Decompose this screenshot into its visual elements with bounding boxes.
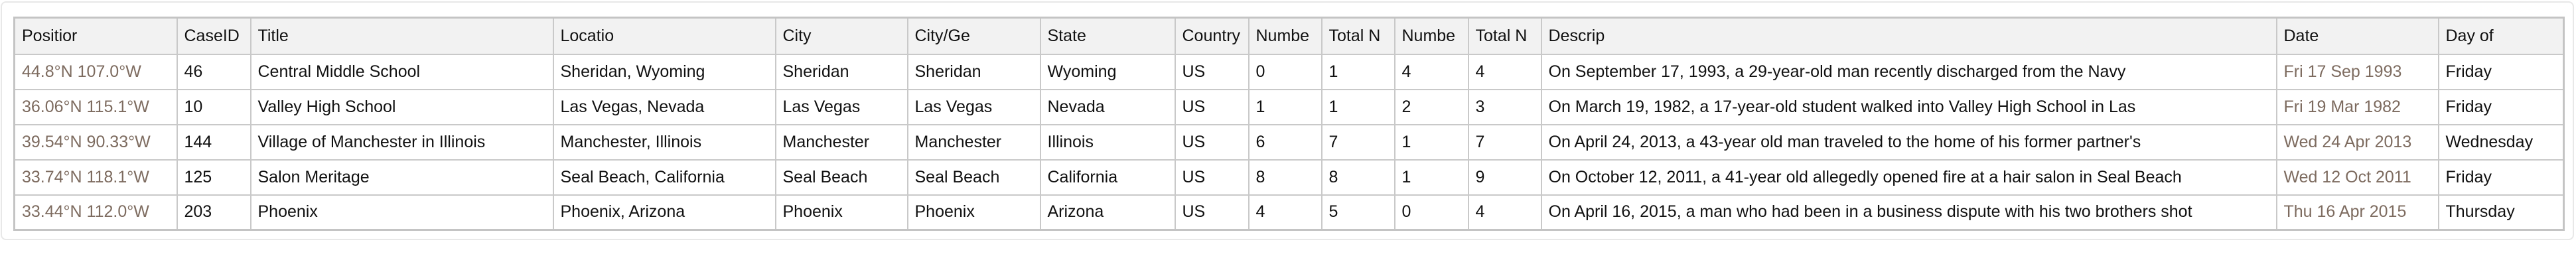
table-row: 33.44°N 112.0°W 203 Phoenix Phoenix, Arizon… bbox=[13, 194, 2565, 231]
cell-number-1: 0 bbox=[1248, 53, 1323, 90]
cell-state: Illinois bbox=[1039, 123, 1176, 161]
cell-number-2: 2 bbox=[1394, 88, 1469, 125]
cell-title: Village of Manchester in Illinois bbox=[250, 123, 554, 161]
cell-total-n-2: 4 bbox=[1467, 53, 1542, 90]
cell-city-geo: Seal Beach bbox=[906, 159, 1041, 196]
cell-city-geo: Manchester bbox=[906, 123, 1041, 161]
cell-description: On September 17, 1993, a 29-year-old man… bbox=[1540, 53, 2277, 90]
cell-total-n-1: 1 bbox=[1321, 53, 1395, 90]
cell-number-2: 1 bbox=[1394, 159, 1469, 196]
cell-number-2: 4 bbox=[1394, 53, 1469, 90]
cell-city-geo: Phoenix bbox=[906, 194, 1041, 231]
cell-position[interactable]: 39.54°N 90.33°W bbox=[13, 123, 178, 161]
cell-location: Sheridan, Wyoming bbox=[552, 53, 776, 90]
column-header-state[interactable]: State bbox=[1039, 17, 1176, 55]
cell-number-1: 8 bbox=[1248, 159, 1323, 196]
cell-location: Manchester, Illinois bbox=[552, 123, 776, 161]
cell-case-id: 46 bbox=[176, 53, 251, 90]
cell-case-id: 144 bbox=[176, 123, 251, 161]
cell-case-id: 203 bbox=[176, 194, 251, 231]
cell-country: US bbox=[1174, 159, 1250, 196]
cell-location: Las Vegas, Nevada bbox=[552, 88, 776, 125]
table-row: 39.54°N 90.33°W 144 Village of Manchester … bbox=[13, 123, 2565, 161]
cell-day-of-week: Friday bbox=[2437, 159, 2565, 196]
cell-number-1: 1 bbox=[1248, 88, 1323, 125]
cell-position[interactable]: 36.06°N 115.1°W bbox=[13, 88, 178, 125]
table-row: 33.74°N 118.1°W 125 Salon Meritage Seal Bea… bbox=[13, 159, 2565, 196]
column-header-number-2[interactable]: Numbe bbox=[1394, 17, 1469, 55]
cell-description: On March 19, 1982, a 17-year-old student… bbox=[1540, 88, 2277, 125]
cell-day-of-week: Wednesday bbox=[2437, 123, 2565, 161]
cell-state: Arizona bbox=[1039, 194, 1176, 231]
cell-title: Salon Meritage bbox=[250, 159, 554, 196]
cell-description: On April 24, 2013, a 43-year old man tra… bbox=[1540, 123, 2277, 161]
cell-position[interactable]: 44.8°N 107.0°W bbox=[13, 53, 178, 90]
column-header-date[interactable]: Date bbox=[2275, 17, 2439, 55]
cell-state: California bbox=[1039, 159, 1176, 196]
cell-country: US bbox=[1174, 88, 1250, 125]
cell-description: On October 12, 2011, a 41-year old alleg… bbox=[1540, 159, 2277, 196]
cell-total-n-1: 7 bbox=[1321, 123, 1395, 161]
cell-date[interactable]: Fri 17 Sep 1993 bbox=[2275, 53, 2439, 90]
table-row: 36.06°N 115.1°W 10 Valley High School Las V… bbox=[13, 88, 2565, 125]
cell-total-n-1: 1 bbox=[1321, 88, 1395, 125]
cell-location: Seal Beach, California bbox=[552, 159, 776, 196]
cell-case-id: 125 bbox=[176, 159, 251, 196]
column-header-description[interactable]: Descrip bbox=[1540, 17, 2277, 55]
column-header-total-n-1[interactable]: Total N bbox=[1321, 17, 1395, 55]
cell-city-geo: Las Vegas bbox=[906, 88, 1041, 125]
cell-state: Wyoming bbox=[1039, 53, 1176, 90]
cell-position[interactable]: 33.74°N 118.1°W bbox=[13, 159, 178, 196]
cell-title: Central Middle School bbox=[250, 53, 554, 90]
data-table: Positior CaseID Title Locatio City City/Ge Sta… bbox=[13, 17, 2565, 231]
cell-location: Phoenix, Arizona bbox=[552, 194, 776, 231]
cell-title: Phoenix bbox=[250, 194, 554, 231]
cell-date[interactable]: Thu 16 Apr 2015 bbox=[2275, 194, 2439, 231]
column-header-title[interactable]: Title bbox=[250, 17, 554, 55]
table-row: 44.8°N 107.0°W 46 Central Middle School She… bbox=[13, 53, 2565, 90]
cell-total-n-1: 5 bbox=[1321, 194, 1395, 231]
cell-city: Las Vegas bbox=[774, 88, 908, 125]
column-header-location[interactable]: Locatio bbox=[552, 17, 776, 55]
cell-day-of-week: Thursday bbox=[2437, 194, 2565, 231]
cell-total-n-2: 7 bbox=[1467, 123, 1542, 161]
cell-city-geo: Sheridan bbox=[906, 53, 1041, 90]
cell-day-of-week: Friday bbox=[2437, 88, 2565, 125]
cell-case-id: 10 bbox=[176, 88, 251, 125]
column-header-position[interactable]: Positior bbox=[13, 17, 178, 55]
cell-country: US bbox=[1174, 194, 1250, 231]
cell-title: Valley High School bbox=[250, 88, 554, 125]
cell-number-2: 1 bbox=[1394, 123, 1469, 161]
cell-date[interactable]: Wed 24 Apr 2013 bbox=[2275, 123, 2439, 161]
column-header-day-of-week[interactable]: Day of bbox=[2437, 17, 2565, 55]
cell-description: On April 16, 2015, a man who had been in… bbox=[1540, 194, 2277, 231]
cell-total-n-2: 9 bbox=[1467, 159, 1542, 196]
cell-number-1: 4 bbox=[1248, 194, 1323, 231]
column-header-total-n-2[interactable]: Total N bbox=[1467, 17, 1542, 55]
cell-country: US bbox=[1174, 123, 1250, 161]
column-header-number-1[interactable]: Numbe bbox=[1248, 17, 1323, 55]
cell-position[interactable]: 33.44°N 112.0°W bbox=[13, 194, 178, 231]
cell-state: Nevada bbox=[1039, 88, 1176, 125]
column-header-case-id[interactable]: CaseID bbox=[176, 17, 251, 55]
cell-number-2: 0 bbox=[1394, 194, 1469, 231]
cell-date[interactable]: Wed 12 Oct 2011 bbox=[2275, 159, 2439, 196]
column-header-city[interactable]: City bbox=[774, 17, 908, 55]
cell-city: Phoenix bbox=[774, 194, 908, 231]
cell-city: Seal Beach bbox=[774, 159, 908, 196]
cell-total-n-2: 4 bbox=[1467, 194, 1542, 231]
cell-city: Manchester bbox=[774, 123, 908, 161]
cell-total-n-2: 3 bbox=[1467, 88, 1542, 125]
cell-day-of-week: Friday bbox=[2437, 53, 2565, 90]
header-row: Positior CaseID Title Locatio City City/Ge Sta… bbox=[13, 17, 2565, 55]
cell-country: US bbox=[1174, 53, 1250, 90]
cell-city: Sheridan bbox=[774, 53, 908, 90]
cell-number-1: 6 bbox=[1248, 123, 1323, 161]
cell-total-n-1: 8 bbox=[1321, 159, 1395, 196]
cell-date[interactable]: Fri 19 Mar 1982 bbox=[2275, 88, 2439, 125]
column-header-country[interactable]: Country bbox=[1174, 17, 1250, 55]
column-header-city-geo[interactable]: City/Ge bbox=[906, 17, 1041, 55]
